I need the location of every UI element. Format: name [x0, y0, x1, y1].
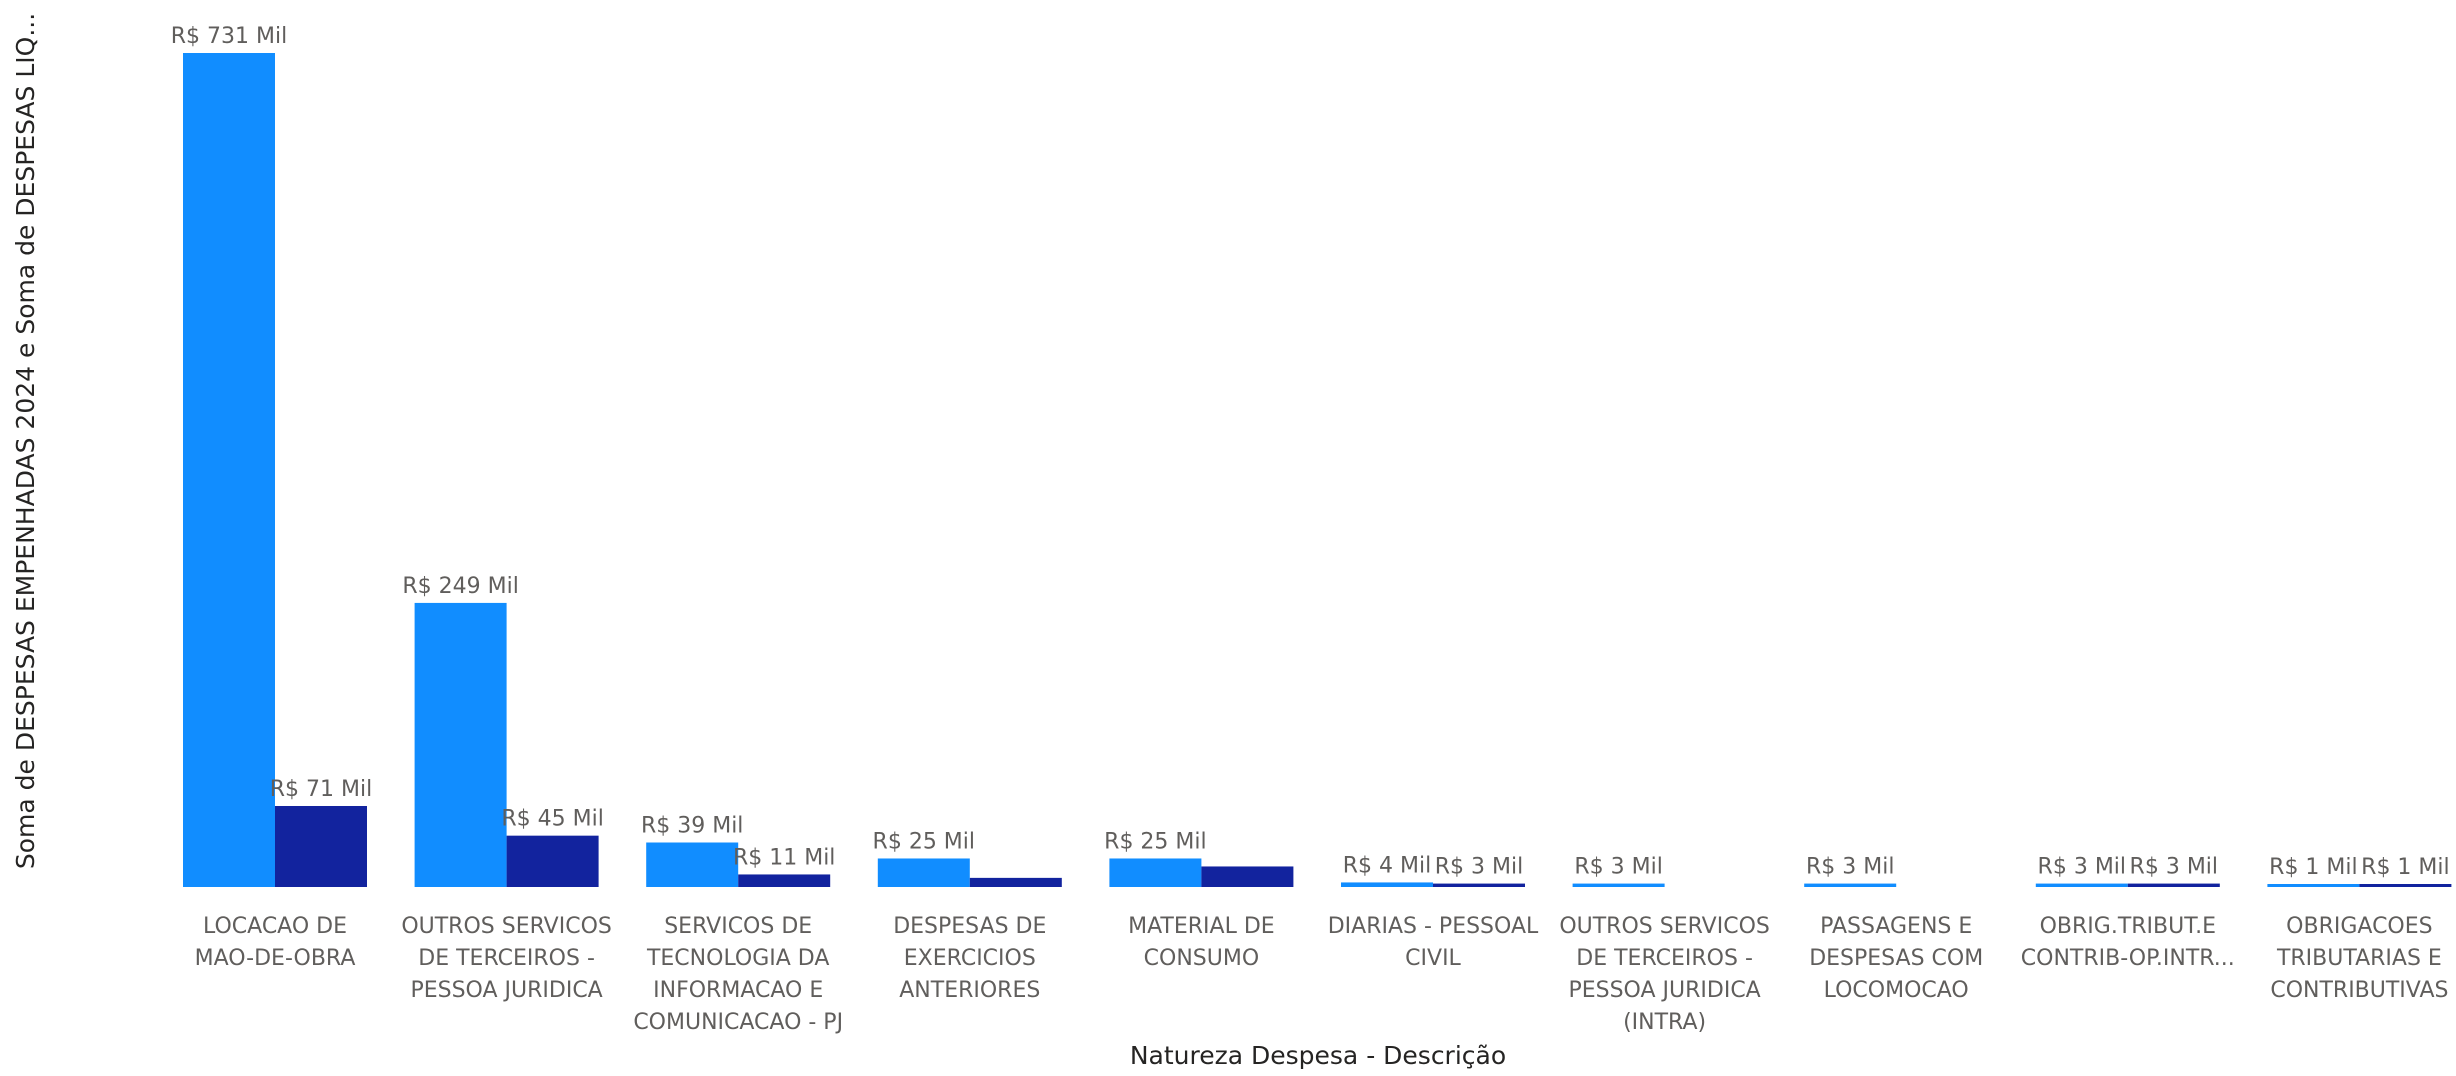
data-label-series1-cat3: R$ 39 Mil [641, 814, 743, 839]
bar-series2-cat10[interactable] [2359, 884, 2452, 887]
x-tick-label-line: DE TERCEIROS - [1576, 946, 1753, 971]
x-tick-label-line: INFORMACAO E [653, 978, 823, 1003]
data-label-series1-cat1: R$ 731 Mil [171, 24, 287, 49]
data-label-series1-cat7: R$ 3 Mil [1574, 855, 1662, 880]
x-tick-label-line: EXERCICIOS [904, 946, 1036, 971]
x-tick-label-line: DESPESAS DE [893, 914, 1046, 939]
data-label-series1-cat2: R$ 249 Mil [402, 574, 518, 599]
bar-series2-cat4[interactable] [969, 877, 1062, 887]
x-tick-label-2: OUTROS SERVICOS DE TERCEIROS - PESSOA JURI… [401, 914, 612, 1003]
data-label-series2-cat10: R$ 1 Mil [2361, 855, 2449, 880]
x-tick-label-line: DE TERCEIROS - [418, 946, 595, 971]
bar-series2-cat6[interactable] [1433, 883, 1525, 887]
x-tick-label-line: DIARIAS - PESSOAL [1328, 914, 1539, 939]
data-label-series2-cat1: R$ 71 Mil [270, 777, 372, 802]
x-tick-label-3: SERVICOS DE TECNOLOGIA DA INFORMACAO E COMU… [633, 914, 843, 1035]
x-tick-label-line: OBRIG.TRIBUT.E [2040, 914, 2216, 939]
bar-series1-cat5[interactable] [1109, 858, 1202, 887]
x-tick-label-line: CIVIL [1405, 946, 1461, 971]
bar-series1-cat6[interactable] [1341, 882, 1433, 887]
x-tick-label-4: DESPESAS DE EXERCICIOS ANTERIORES [893, 914, 1046, 1003]
bar-series1-cat9[interactable] [2035, 883, 2128, 887]
data-labels-layer: R$ 731 Mil R$ 71 Mil R$ 249 Mil R$ 45 Mil R$… [171, 24, 2450, 880]
x-tick-label-5: MATERIAL DE CONSUMO [1128, 914, 1275, 971]
x-tick-label-line: OUTROS SERVICOS [401, 914, 612, 939]
x-tick-label-line: CONSUMO [1144, 946, 1260, 971]
bar-series1-cat7[interactable] [1572, 883, 1665, 887]
x-tick-label-line: PESSOA JURIDICA [1568, 978, 1760, 1003]
x-tick-label-line: LOCOMOCAO [1824, 978, 1969, 1003]
data-label-series1-cat4: R$ 25 Mil [873, 829, 975, 854]
x-tick-label-line: (INTRA) [1623, 1010, 1706, 1035]
data-label-series1-cat6: R$ 4 Mil [1343, 853, 1431, 878]
x-axis-title: Natureza Despesa - Descrição [1130, 1041, 1506, 1070]
bar-series1-cat10[interactable] [2267, 884, 2360, 887]
bars-layer [183, 53, 2452, 887]
data-label-series2-cat6: R$ 3 Mil [1435, 855, 1523, 880]
bar-series2-cat5[interactable] [1201, 866, 1294, 887]
y-axis-title: Soma de DESPESAS EMPENHADAS 2024 e Soma … [11, 13, 40, 869]
x-tick-labels-layer: LOCACAO DE MAO-DE-OBRA OUTROS SERVICOS DE T… [195, 914, 2449, 1035]
x-tick-label-line: CONTRIB-OP.INTR... [2021, 946, 2235, 971]
x-tick-label-10: OBRIGACOES TRIBUTARIAS E CONTRIBUTIVAS [2270, 914, 2448, 1003]
bar-series2-cat1[interactable] [275, 805, 367, 887]
x-tick-label-1: LOCACAO DE MAO-DE-OBRA [195, 914, 356, 971]
x-tick-label-line: MATERIAL DE [1128, 914, 1275, 939]
data-label-series2-cat3: R$ 11 Mil [733, 845, 835, 870]
x-tick-label-9: OBRIG.TRIBUT.E CONTRIB-OP.INTR... [2021, 914, 2235, 971]
data-label-series1-cat5: R$ 25 Mil [1104, 829, 1206, 854]
x-tick-label-line: SERVICOS DE [664, 914, 812, 939]
bar-series1-cat2[interactable] [414, 602, 507, 887]
data-label-series2-cat9: R$ 3 Mil [2130, 855, 2218, 880]
x-tick-label-line: OUTROS SERVICOS [1559, 914, 1770, 939]
data-label-series1-cat9: R$ 3 Mil [2038, 855, 2126, 880]
x-tick-label-line: MAO-DE-OBRA [195, 946, 356, 971]
bar-series2-cat3[interactable] [738, 874, 831, 887]
x-tick-label-7: OUTROS SERVICOS DE TERCEIROS - PESSOA JURI… [1559, 914, 1770, 1035]
bar-series1-cat3[interactable] [646, 842, 739, 887]
x-tick-label-line: PASSAGENS E [1820, 914, 1972, 939]
data-label-series2-cat2: R$ 45 Mil [501, 807, 603, 832]
x-tick-label-6: DIARIAS - PESSOAL CIVIL [1328, 914, 1539, 971]
x-tick-label-line: CONTRIBUTIVAS [2270, 978, 2448, 1003]
data-label-series1-cat8: R$ 3 Mil [1806, 855, 1894, 880]
x-tick-label-line: ANTERIORES [899, 978, 1040, 1003]
bar-series2-cat9[interactable] [2127, 883, 2220, 887]
x-tick-label-line: PESSOA JURIDICA [410, 978, 602, 1003]
x-tick-label-8: PASSAGENS E DESPESAS COM LOCOMOCAO [1809, 914, 1983, 1003]
x-tick-label-line: TECNOLOGIA DA [646, 946, 829, 971]
bar-series2-cat2[interactable] [506, 835, 599, 887]
x-tick-label-line: LOCACAO DE [203, 914, 347, 939]
bar-series1-cat8[interactable] [1804, 883, 1897, 887]
x-tick-label-line: OBRIGACOES [2286, 914, 2432, 939]
x-tick-label-line: DESPESAS COM [1809, 946, 1983, 971]
x-tick-label-line: COMUNICACAO - PJ [633, 1010, 843, 1035]
bar-series1-cat1[interactable] [183, 53, 275, 887]
bar-series1-cat4[interactable] [877, 858, 970, 887]
x-tick-label-line: TRIBUTARIAS E [2276, 946, 2442, 971]
data-label-series1-cat10: R$ 1 Mil [2269, 855, 2357, 880]
